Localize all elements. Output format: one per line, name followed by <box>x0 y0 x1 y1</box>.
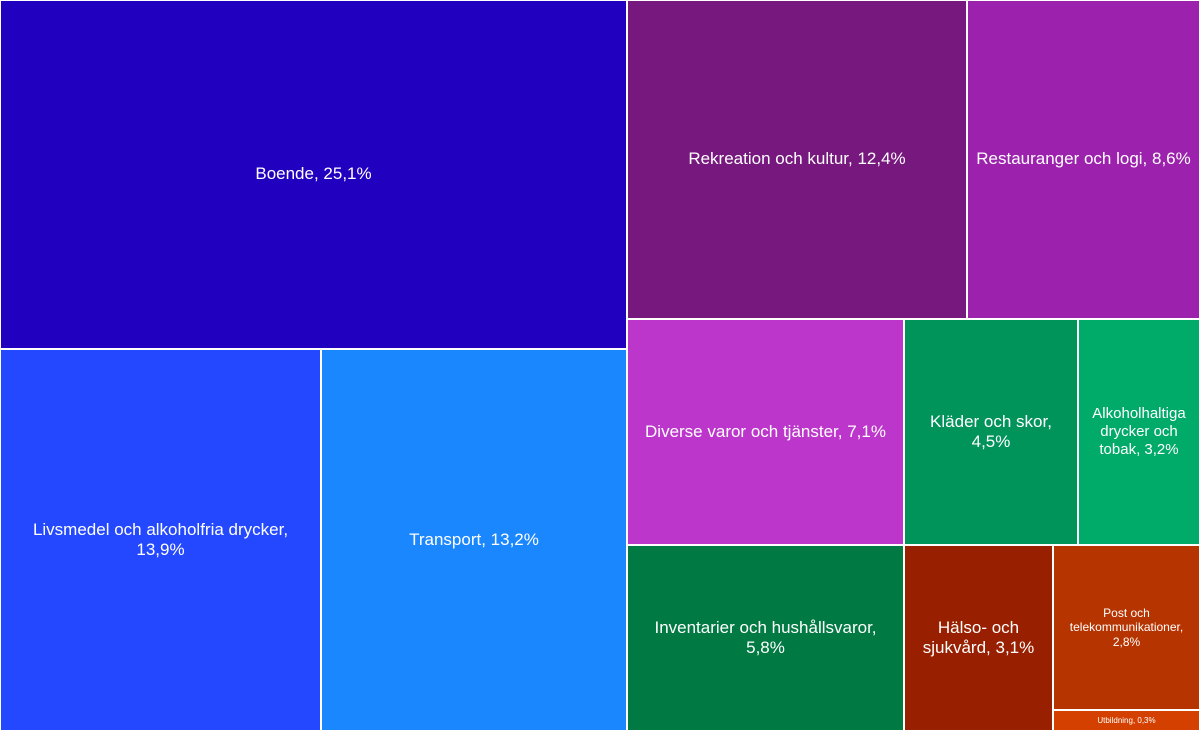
treemap-cell[interactable]: Post och telekommunikationer, 2,8% <box>1053 545 1200 710</box>
treemap-cell-label: Diverse varor och tjänster, 7,1% <box>645 421 886 441</box>
treemap-cell[interactable]: Restauranger och logi, 8,6% <box>967 0 1200 319</box>
treemap-cell-label: Transport, 13,2% <box>409 529 539 549</box>
treemap-cell[interactable]: Transport, 13,2% <box>321 349 627 731</box>
treemap-cell-label: Livsmedel och alkoholfria drycker, 13,9% <box>32 519 289 559</box>
treemap-cell-label: Kläder och skor, 4,5% <box>930 411 1052 451</box>
treemap-cell-label: Post och telekommunikationer, 2,8% <box>1069 605 1184 649</box>
treemap-cell[interactable]: Hälso- och sjukvård, 3,1% <box>904 545 1053 731</box>
treemap-cell-label: Hälso- och sjukvård, 3,1% <box>922 617 1035 657</box>
treemap-cell[interactable]: Alkoholhaltiga drycker och tobak, 3,2% <box>1078 319 1200 545</box>
treemap-cell-label: Alkoholhaltiga drycker och tobak, 3,2% <box>1092 405 1186 458</box>
treemap-cell-label: Boende, 25,1% <box>255 164 372 184</box>
treemap-cell[interactable]: Diverse varor och tjänster, 7,1% <box>627 319 904 545</box>
treemap-cell[interactable]: Boende, 25,1% <box>0 0 627 349</box>
treemap-cell[interactable]: Livsmedel och alkoholfria drycker, 13,9% <box>0 349 321 731</box>
treemap-cell[interactable]: Rekreation och kultur, 12,4% <box>627 0 967 319</box>
treemap-cell[interactable]: Inventarier och hushållsvaror, 5,8% <box>627 545 904 731</box>
treemap-cell-label: Rekreation och kultur, 12,4% <box>688 149 906 169</box>
treemap-cell-label: Inventarier och hushållsvaror, 5,8% <box>654 617 877 657</box>
treemap-cell-label: Restauranger och logi, 8,6% <box>976 149 1191 169</box>
treemap-cell[interactable]: Kläder och skor, 4,5% <box>904 319 1078 545</box>
treemap-cell[interactable]: Utbildning, 0,3% <box>1053 710 1200 731</box>
treemap-cell-label: Utbildning, 0,3% <box>1097 715 1156 725</box>
